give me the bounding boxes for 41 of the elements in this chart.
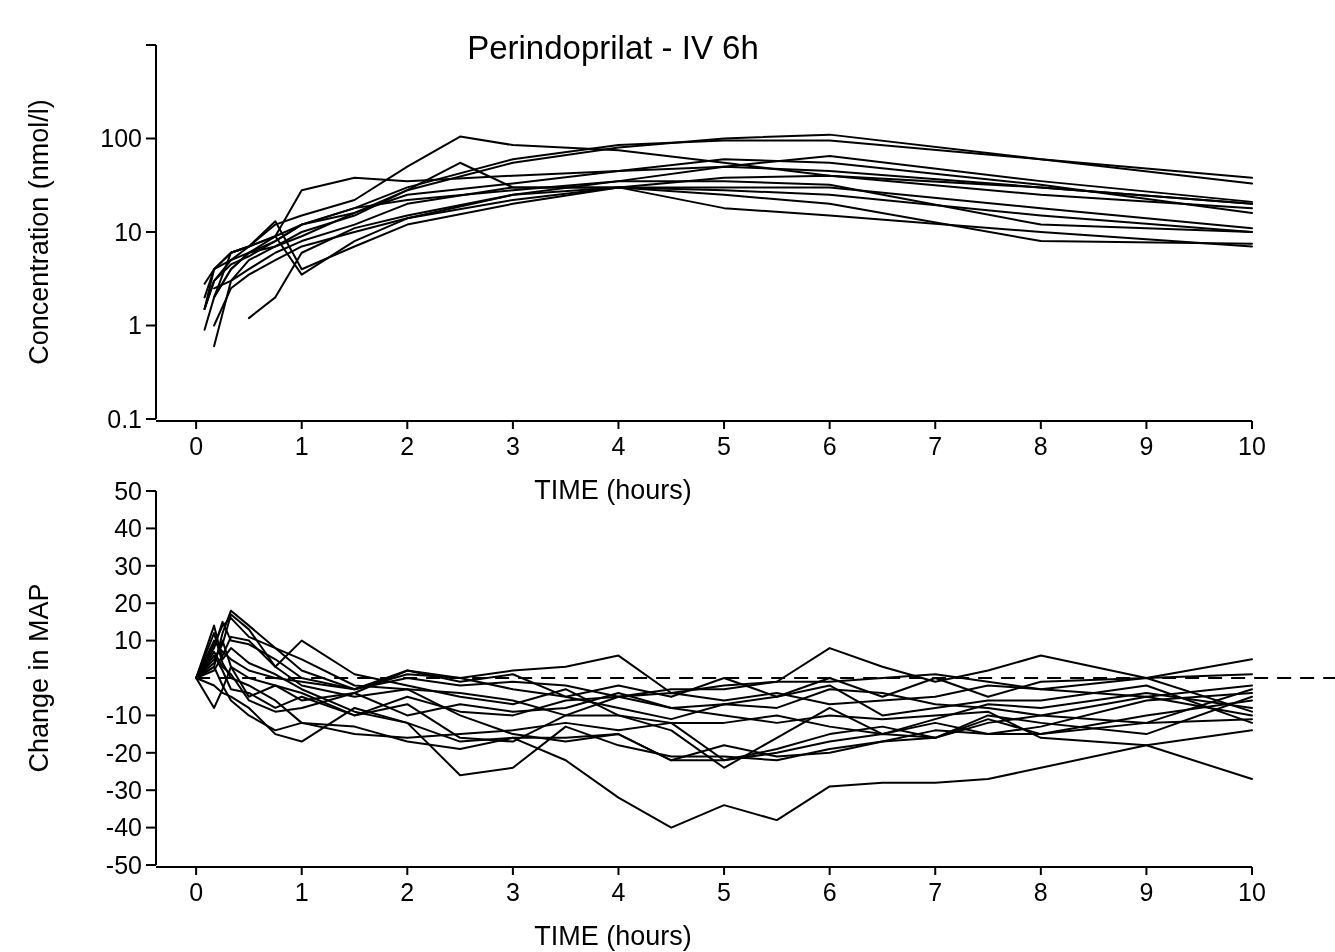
x-tick-label: 8 (1033, 878, 1048, 906)
y-tick-label: -20 (105, 738, 142, 767)
x-tick-label: 9 (1139, 432, 1154, 460)
x-tick-label: 0 (189, 432, 204, 460)
y-tick-label: 0.1 (107, 404, 142, 433)
y-tick-label: 40 (114, 514, 142, 543)
x-tick-label: 3 (505, 432, 520, 460)
x-tick-label: 2 (400, 878, 415, 906)
y-axis-title: Change in MAP (24, 583, 54, 773)
x-tick-label: 8 (1033, 432, 1048, 460)
y-tick-label: -10 (105, 701, 142, 730)
y-tick-label: 1 (128, 311, 142, 340)
x-tick-label: 2 (400, 432, 415, 460)
x-axis-title: TIME (hours) (534, 475, 692, 505)
y-tick-label: -50 (105, 850, 142, 879)
y-tick-label: 10 (114, 217, 142, 246)
x-tick-label: 9 (1139, 878, 1154, 906)
y-tick-label: 50 (114, 476, 142, 505)
x-tick-label: 4 (611, 878, 626, 906)
y-tick-label: 20 (114, 588, 142, 617)
y-tick-label: 100 (100, 124, 142, 153)
x-tick-label: 7 (928, 432, 943, 460)
x-tick-label: 10 (1238, 878, 1266, 906)
y-tick-label: 30 (114, 551, 142, 580)
x-tick-label: 6 (822, 432, 837, 460)
x-tick-label: 1 (294, 432, 309, 460)
y-tick-label: -30 (105, 775, 142, 804)
x-tick-label: 10 (1238, 432, 1266, 460)
x-tick-label: 4 (611, 432, 626, 460)
chart-title: Perindoprilat - IV 6h (467, 29, 759, 66)
x-tick-label: 1 (294, 878, 309, 906)
x-axis-title: TIME (hours) (534, 921, 692, 951)
x-tick-label: 7 (928, 878, 943, 906)
x-tick-label: 0 (189, 878, 204, 906)
y-tick-label: -40 (105, 813, 142, 842)
x-tick-label: 5 (717, 432, 732, 460)
x-tick-label: 6 (822, 878, 837, 906)
x-tick-label: 3 (505, 878, 520, 906)
y-axis-title: Concentration (nmol/l) (24, 99, 54, 365)
y-tick-label: 10 (114, 626, 142, 655)
x-tick-label: 5 (717, 878, 732, 906)
